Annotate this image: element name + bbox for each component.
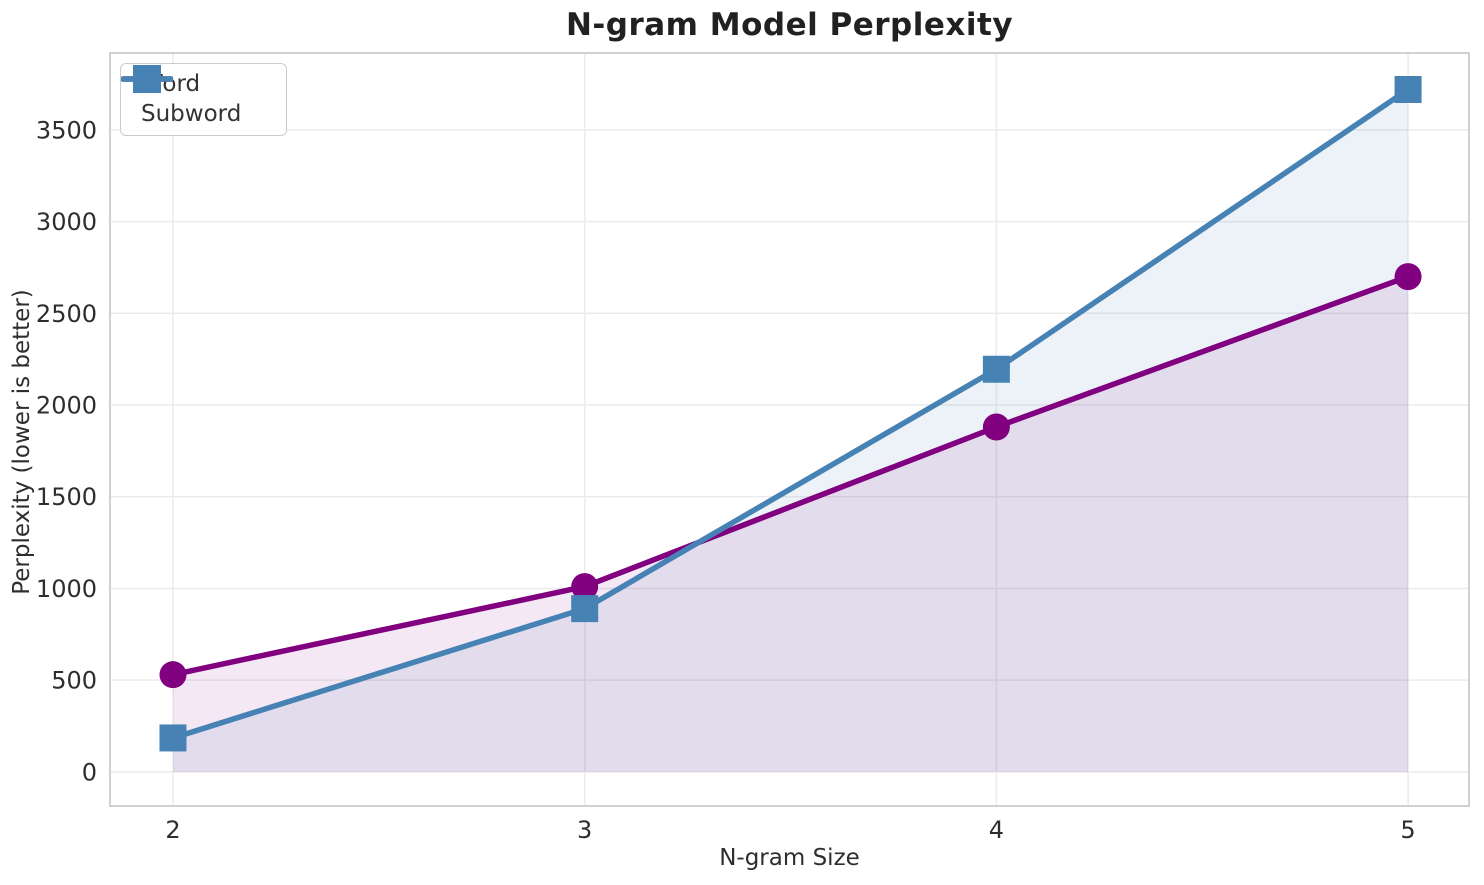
y-tick-label: 1500 [36, 483, 97, 511]
square-marker-icon [121, 65, 173, 93]
y-tick-label: 1000 [36, 575, 97, 603]
data-point-subword [159, 724, 187, 752]
series-line-subword [170, 86, 1411, 741]
x-tick-label: 3 [577, 816, 592, 844]
legend-label: Subword [141, 101, 242, 127]
area-fill-word [172, 276, 1409, 772]
data-point-word [982, 413, 1010, 441]
legend: Word Subword [120, 63, 287, 136]
legend-item-subword: Subword [121, 65, 278, 129]
y-tick-label: 2000 [36, 392, 97, 420]
x-tick-label: 5 [1400, 816, 1415, 844]
data-point-subword [982, 355, 1010, 383]
data-point-subword [1394, 76, 1422, 104]
x-tick-label: 4 [989, 816, 1004, 844]
data-point-subword [571, 595, 599, 623]
data-point-word [571, 573, 599, 601]
chart-title: N-gram Model Perplexity [565, 7, 1014, 43]
y-tick-label: 500 [51, 667, 97, 695]
series-line-word [170, 273, 1411, 678]
x-axis-label: N-gram Size [719, 845, 860, 871]
x-tick-label: 2 [165, 816, 180, 844]
y-tick-label: 2500 [36, 300, 97, 328]
axes-spines [109, 52, 1470, 807]
y-tick-label: 0 [82, 758, 97, 786]
data-point-word [1394, 263, 1422, 291]
y-tick-label: 3000 [36, 208, 97, 236]
data-point-word [159, 661, 187, 689]
y-tick-label: 3500 [36, 116, 97, 144]
area-fill-subword [172, 89, 1409, 772]
